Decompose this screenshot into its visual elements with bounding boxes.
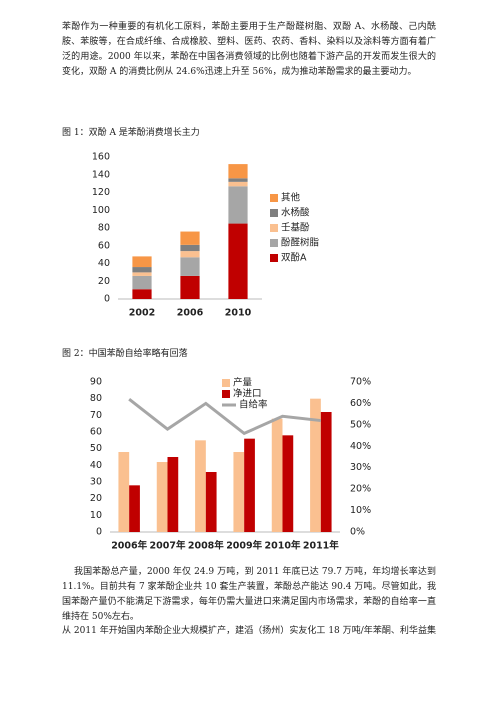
bar bbox=[132, 256, 152, 268]
bar bbox=[180, 251, 200, 258]
legend-swatch bbox=[270, 209, 278, 217]
bar bbox=[132, 272, 152, 276]
bar bbox=[228, 223, 248, 299]
bar bbox=[233, 452, 245, 532]
y-tick-label: 160 bbox=[92, 152, 110, 163]
legend-label: 产量 bbox=[233, 377, 253, 389]
bar bbox=[180, 275, 200, 299]
legend-label: 水杨酸 bbox=[281, 207, 310, 219]
y-tick-label: 60 bbox=[98, 240, 110, 251]
legend-label: 酚醛树脂 bbox=[281, 237, 320, 249]
legend-swatch bbox=[270, 194, 278, 202]
y-tick-label: 140 bbox=[92, 169, 110, 180]
bar bbox=[129, 485, 140, 532]
figure-caption: 图 1：双酚 A 是苯酚消费增长主力 bbox=[62, 128, 200, 138]
y-tick-label: 60 bbox=[90, 427, 102, 438]
legend-label: 净进口 bbox=[233, 388, 262, 400]
x-tick-label: 2011年 bbox=[303, 540, 339, 552]
y-tick-label: 90 bbox=[90, 377, 102, 388]
bar bbox=[118, 452, 130, 532]
x-tick-label: 2006 bbox=[177, 308, 204, 319]
bar bbox=[180, 231, 200, 245]
y-tick-label: 100 bbox=[92, 205, 110, 216]
x-tick-label: 2002 bbox=[129, 308, 155, 319]
bar bbox=[271, 418, 283, 532]
bar bbox=[282, 435, 294, 532]
y-tick-label: 0 bbox=[104, 294, 110, 305]
y2-tick-label: 20% bbox=[350, 484, 371, 495]
x-tick-label: 2008年 bbox=[188, 540, 224, 552]
bar bbox=[156, 462, 168, 532]
legend-label: 自给率 bbox=[239, 399, 268, 411]
bar bbox=[228, 178, 248, 182]
bar bbox=[244, 438, 255, 532]
y-tick-label: 40 bbox=[90, 460, 102, 471]
legend-swatch bbox=[270, 239, 278, 247]
paragraph: 我国苯酚总产量，2000 年仅 24.9 万吨，到 2011 年底已达 79.7… bbox=[62, 567, 436, 622]
y-tick-label: 20 bbox=[98, 276, 110, 287]
legend-label: 其他 bbox=[281, 192, 301, 204]
bar bbox=[320, 412, 332, 532]
bar bbox=[132, 289, 152, 299]
bar bbox=[228, 186, 248, 224]
y-tick-label: 80 bbox=[90, 393, 102, 404]
x-tick-label: 2010 bbox=[225, 308, 252, 319]
y-tick-label: 30 bbox=[90, 477, 102, 488]
y-tick-label: 40 bbox=[98, 258, 110, 269]
y2-tick-label: 10% bbox=[350, 505, 371, 516]
bar bbox=[310, 398, 321, 532]
bar bbox=[195, 440, 206, 532]
y-tick-label: 0 bbox=[96, 527, 102, 538]
bar bbox=[167, 457, 179, 532]
bar bbox=[228, 164, 248, 179]
y2-tick-label: 60% bbox=[350, 398, 371, 409]
bar bbox=[205, 472, 217, 532]
y-tick-label: 10 bbox=[90, 510, 102, 521]
y-tick-label: 50 bbox=[90, 443, 102, 454]
bar bbox=[132, 267, 152, 273]
legend-swatch bbox=[270, 254, 278, 262]
line bbox=[128, 397, 321, 436]
figure-caption: 图 2：中国苯酚自给率略有回落 bbox=[62, 349, 188, 359]
x-tick-label: 2007年 bbox=[150, 540, 186, 552]
bar bbox=[180, 257, 200, 276]
y-tick-label: 120 bbox=[92, 187, 110, 198]
y2-tick-label: 70% bbox=[350, 377, 371, 388]
y-tick-label: 70 bbox=[90, 410, 102, 421]
legend-label: 双酚A bbox=[281, 253, 307, 264]
y2-tick-label: 30% bbox=[350, 462, 371, 473]
y-tick-label: 20 bbox=[90, 493, 102, 504]
legend-swatch bbox=[222, 379, 230, 387]
bar bbox=[132, 275, 152, 290]
legend-swatch bbox=[270, 224, 278, 232]
x-tick-label: 2010年 bbox=[265, 540, 301, 552]
legend-label: 壬基酚 bbox=[281, 222, 310, 234]
paragraph: 苯酚作为一种重要的有机化工原料，苯酚主要用于生产酚醛树脂、双酚 A、水杨酸、己内… bbox=[62, 22, 436, 77]
y2-tick-label: 40% bbox=[350, 441, 371, 452]
y-tick-label: 80 bbox=[98, 223, 110, 234]
x-tick-label: 2009年 bbox=[226, 540, 262, 552]
y2-tick-label: 50% bbox=[350, 419, 371, 430]
x-tick-label: 2006年 bbox=[111, 540, 147, 552]
bar bbox=[180, 244, 200, 252]
bar bbox=[228, 181, 248, 187]
paragraph: 从 2011 年开始国内苯酚企业大规模扩产，建滔（扬州）实友化工 18 万吨/年… bbox=[62, 626, 436, 636]
legend-swatch bbox=[222, 390, 230, 398]
y2-tick-label: 0% bbox=[350, 527, 365, 538]
